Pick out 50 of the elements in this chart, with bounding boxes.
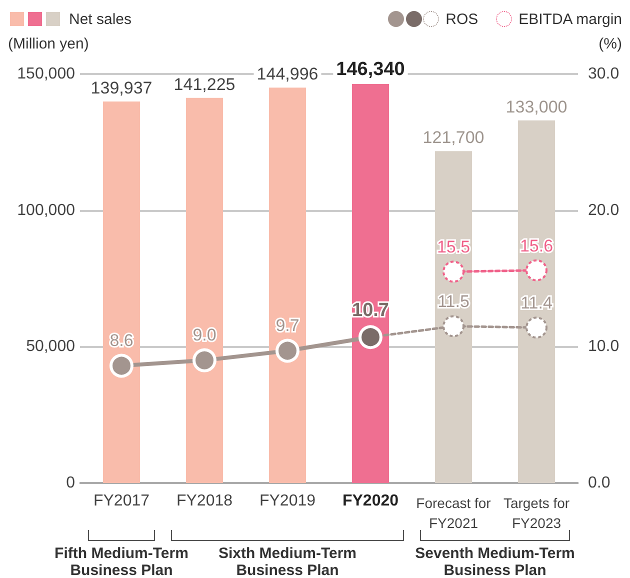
y2-axis-title: (%)	[598, 36, 622, 52]
data-label: 9.0	[192, 325, 216, 344]
bar	[103, 101, 140, 483]
text: Sixth Medium-Term Business Plan	[218, 545, 357, 578]
y2-tick-label: 10.0	[588, 338, 620, 356]
bar	[186, 98, 223, 483]
data-label: 144,996	[256, 64, 318, 84]
y-tick-label: 150,000	[17, 66, 76, 82]
point	[192, 348, 216, 372]
data-label: 146,340	[336, 58, 405, 80]
data-label: 9.7	[276, 316, 300, 335]
data-label: 15.6	[520, 236, 554, 256]
data-label: 11.5	[438, 292, 470, 312]
data-label: 11.4	[520, 294, 552, 313]
point	[110, 354, 134, 378]
data-label: 15.5	[436, 238, 470, 257]
y-tick-label: 50,000	[26, 338, 76, 356]
legend-label: Net sales	[69, 10, 132, 28]
point	[526, 316, 548, 339]
bar	[435, 151, 472, 483]
text: Seventh Medium-Term Business Plan	[414, 545, 576, 578]
point	[276, 338, 300, 363]
data-label: 133,000	[506, 97, 568, 116]
data-label: 10.7	[352, 300, 389, 322]
y-axis-title: (Million yen)	[8, 36, 89, 52]
y2-tick-label: 0.0	[588, 474, 610, 492]
point	[442, 315, 464, 338]
x-tick-label: Forecast for FY2021	[416, 495, 492, 531]
data-label: 121,700	[422, 128, 484, 148]
x-tick-label: FY2019	[259, 492, 316, 510]
point	[526, 259, 548, 282]
x-tick-label: FY2017	[93, 492, 150, 510]
x-tick-label: Targets for FY2023	[503, 495, 570, 531]
point	[358, 325, 382, 350]
y-tick-label: 100,000	[17, 202, 76, 219]
x-tick-label: FY2020	[342, 492, 399, 510]
bar	[518, 120, 555, 483]
x-tick-label: FY2018	[176, 492, 233, 510]
point	[442, 260, 464, 283]
y2-tick-label: 30.0	[588, 66, 620, 82]
data-label: 141,225	[174, 74, 236, 94]
legend-label: EBITDA margin	[518, 10, 622, 28]
bar	[269, 88, 306, 483]
data-label: 8.6	[110, 330, 134, 350]
y2-tick-label: 20.0	[588, 202, 620, 219]
data-label: 139,937	[90, 78, 152, 98]
bar	[352, 84, 389, 483]
text: Fifth Medium-Term Business Plan	[54, 545, 188, 578]
legend-label: ROS	[446, 10, 478, 28]
y-tick-label: 0	[66, 474, 76, 492]
